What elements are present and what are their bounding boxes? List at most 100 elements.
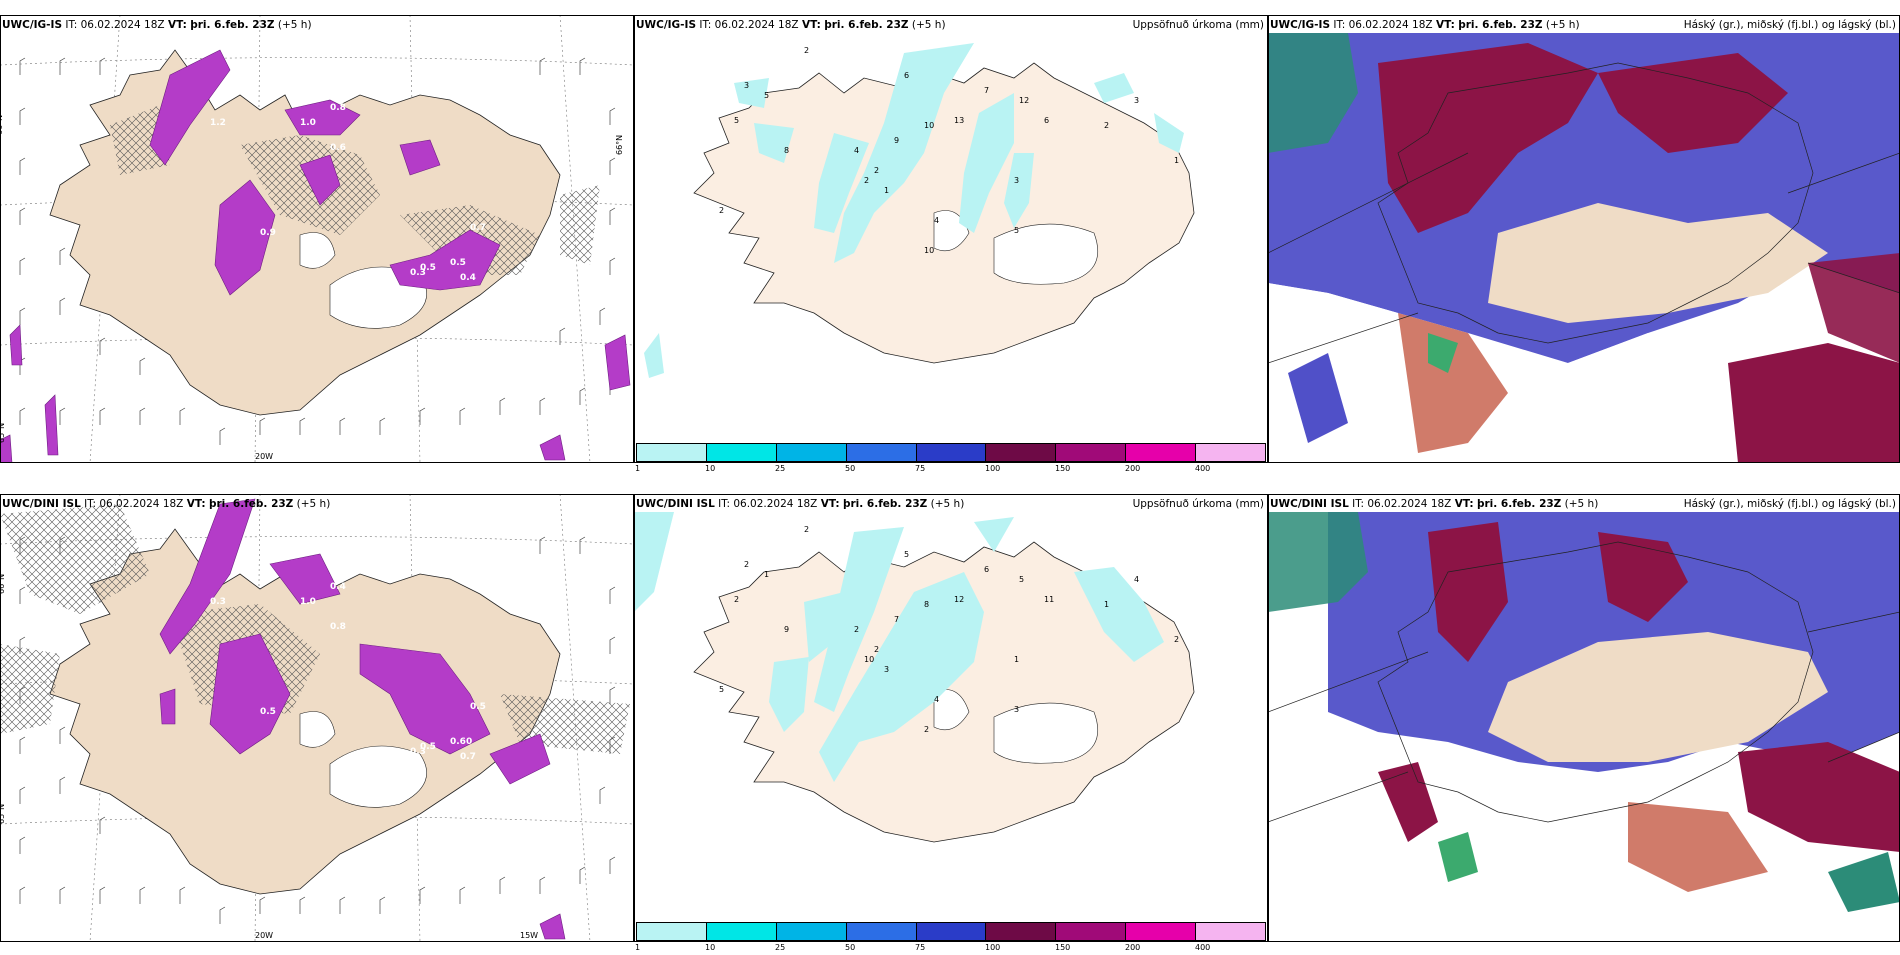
cloud-map-svg bbox=[1268, 33, 1900, 463]
wind-value-label: 0.3 bbox=[210, 597, 226, 607]
panel-header: UWC/IG-IS IT: 06.02.2024 18Z VT: þri. 6.… bbox=[636, 19, 946, 31]
precip-value-label: 8 bbox=[784, 146, 789, 155]
cloud-title: Háský (gr.), miðský (fj.bl.) og lágský (… bbox=[1683, 498, 1896, 510]
colorbar-ticks-row2: 1 10 25 50 75 100 150 200 400 bbox=[635, 943, 1266, 955]
colorbar-tick-label: 75 bbox=[914, 464, 926, 473]
precip-map[interactable]: 2 3 5 5 6 7 8 9 10 12 13 2 2 1 4 3 5 10 4 6 2 1 3 2 bbox=[634, 33, 1268, 443]
precip-value-label: 2 bbox=[744, 560, 749, 569]
wind-value-label: 0.4 bbox=[330, 582, 346, 592]
precip-colorbar bbox=[636, 922, 1266, 941]
precip-value-label: 1 bbox=[1014, 655, 1019, 664]
colorbar-swatch bbox=[1056, 923, 1127, 940]
precip-value-label: 2 bbox=[924, 725, 929, 734]
colorbar-swatch bbox=[846, 444, 917, 461]
precip-areas bbox=[634, 512, 1164, 782]
wind-value-label: 0.7 bbox=[460, 752, 476, 762]
precip-map[interactable]: 2 2 1 2 5 6 9 7 8 5 12 10 2 3 4 1 3 2 2 11 1 2 4 5 bbox=[634, 512, 1268, 922]
wind-value-labels: 0.30.50.40.51.00.90.60.81.20.7 bbox=[210, 103, 486, 283]
colorbar-tick-label: 1 bbox=[635, 464, 641, 473]
wind-value-label: 0.3 bbox=[410, 747, 426, 757]
precip-value-label: 12 bbox=[1019, 96, 1029, 105]
wind-value-label: 0.7 bbox=[470, 223, 486, 233]
cloud-map[interactable] bbox=[1268, 512, 1900, 942]
colorbar-tick-label: 10 bbox=[704, 943, 716, 952]
wind-value-label: 1.0 bbox=[300, 118, 316, 128]
precip-panel-row2: UWC/DINI ISL IT: 06.02.2024 18Z VT: þri.… bbox=[634, 494, 1268, 942]
colorbar-swatch bbox=[637, 444, 707, 461]
colorbar-tick-label: 50 bbox=[845, 464, 856, 473]
valid-label: VT: bbox=[801, 19, 821, 31]
valid-label: VT: bbox=[167, 19, 187, 31]
valid-label: VT: bbox=[1454, 498, 1474, 510]
init-time: IT: 06.02.2024 18Z bbox=[718, 498, 818, 510]
colorbar-tick-label: 100 bbox=[985, 943, 1001, 952]
precip-value-label: 9 bbox=[784, 625, 789, 634]
wind-value-label: 0.3 bbox=[410, 268, 426, 278]
precip-value-label: 4 bbox=[934, 216, 939, 225]
valid-label: VT: bbox=[186, 498, 206, 510]
wind-value-label: 0.9 bbox=[260, 228, 276, 238]
wind-value-label: 0.5 bbox=[420, 263, 436, 273]
lead-time: (+5 h) bbox=[296, 498, 331, 510]
precip-value-label: 4 bbox=[934, 695, 939, 704]
precip-value-label: 13 bbox=[954, 116, 964, 125]
wind-value-label: 0.6 bbox=[330, 143, 346, 153]
precip-value-label: 3 bbox=[884, 665, 889, 674]
colorbar-swatch bbox=[916, 923, 987, 940]
cloud-map[interactable] bbox=[1268, 33, 1900, 463]
lead-time: (+5 h) bbox=[911, 19, 946, 31]
wind-value-labels: 0.30.50.70.601.00.50.80.40.30.5 bbox=[210, 582, 486, 762]
wind-value-label: 1.2 bbox=[210, 118, 226, 128]
precip-value-label: 5 bbox=[1019, 575, 1024, 584]
model-name: UWC/IG-IS bbox=[636, 19, 697, 31]
precip-value-label: 5 bbox=[734, 116, 739, 125]
precip-value-label: 9 bbox=[894, 136, 899, 145]
wind-value-label: 0.8 bbox=[330, 622, 346, 632]
precip-value-label: 12 bbox=[954, 595, 964, 604]
wind-map[interactable]: 0.3 0.5 0.7 0.60 1.0 0.5 0.8 0.4 0.3 0.5 66°N 65°… bbox=[0, 494, 634, 942]
precip-value-label: 3 bbox=[1014, 176, 1019, 185]
colorbar-swatch bbox=[916, 444, 987, 461]
precip-value-label: 3 bbox=[1014, 705, 1019, 714]
colorbar-swatch bbox=[1196, 444, 1266, 461]
precip-value-label: 1 bbox=[884, 186, 889, 195]
precip-value-label: 1 bbox=[764, 570, 769, 579]
colorbar-tick-label: 150 bbox=[1055, 943, 1071, 952]
colorbar-tick-label: 400 bbox=[1194, 464, 1211, 473]
valid-time: þri. 6.feb. 23Z bbox=[824, 19, 909, 31]
cloud-title: Háský (gr.), miðský (fj.bl.) og lágský (… bbox=[1683, 19, 1896, 31]
precip-title: Uppsöfnuð úrkoma (mm) bbox=[1132, 19, 1264, 31]
colorbar-tick-label: 100 bbox=[985, 464, 1001, 473]
precip-value-label: 2 bbox=[854, 625, 859, 634]
svg-text:66°N: 66°N bbox=[0, 115, 4, 135]
model-name: UWC/IG-IS bbox=[2, 19, 63, 31]
model-name: UWC/IG-IS bbox=[1270, 19, 1331, 31]
init-time: IT: 06.02.2024 18Z bbox=[699, 19, 799, 31]
wind-map-svg: 0.30.50.40.51.00.90.60.81.20.7 65°N 66°N… bbox=[0, 15, 634, 463]
cloud-panel-row2: UWC/DINI ISL IT: 06.02.2024 18Z VT: þri.… bbox=[1268, 494, 1900, 942]
precip-value-label: 2 bbox=[874, 645, 879, 654]
colorbar-swatch bbox=[776, 923, 847, 940]
colorbar-swatch bbox=[846, 923, 917, 940]
wind-value-label: 0.5 bbox=[420, 742, 436, 752]
colorbar-tick-label: 25 bbox=[774, 464, 786, 473]
panel-header: UWC/DINI ISL IT: 06.02.2024 18Z VT: þri.… bbox=[1270, 498, 1598, 510]
svg-text:66°N: 66°N bbox=[0, 574, 6, 594]
precip-title: Uppsöfnuð úrkoma (mm) bbox=[1132, 498, 1264, 510]
panel-header: UWC/DINI ISL IT: 06.02.2024 18Z VT: þri.… bbox=[636, 498, 964, 510]
precip-value-label: 1 bbox=[1174, 156, 1179, 165]
precip-value-label: 2 bbox=[719, 206, 724, 215]
precip-value-label: 2 bbox=[874, 166, 879, 175]
colorbar-swatch bbox=[706, 923, 777, 940]
precip-panel-row1: UWC/IG-IS IT: 06.02.2024 18Z VT: þri. 6.… bbox=[634, 15, 1268, 463]
cloud-map-svg bbox=[1268, 512, 1900, 942]
wind-value-label: 0.60 bbox=[450, 737, 472, 747]
lead-time: (+5 h) bbox=[1564, 498, 1599, 510]
colorbar-swatch bbox=[1056, 444, 1127, 461]
colorbar-swatch bbox=[706, 444, 777, 461]
wind-map[interactable]: 0.3 0.5 0.4 0.5 1.0 0.9 0.6 0.8 1.2 0.7 65°N 66°N… bbox=[0, 15, 634, 463]
valid-label: VT: bbox=[820, 498, 840, 510]
